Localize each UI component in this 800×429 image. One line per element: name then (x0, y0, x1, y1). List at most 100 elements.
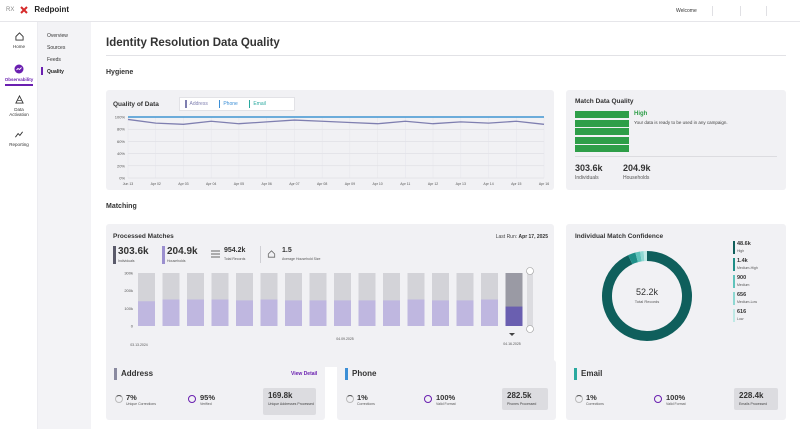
legend-value: 656 (737, 292, 747, 298)
subnav-active-indicator (41, 67, 43, 75)
legend-email[interactable]: Email (248, 100, 266, 108)
donut-center-value: 52.2k (635, 287, 659, 297)
bar-matched (187, 299, 204, 326)
email-processed-label: Emails Processed (739, 402, 768, 406)
page-title: Identity Resolution Data Quality (106, 37, 280, 49)
quality-level-bar (575, 128, 629, 135)
quality-line-chart[interactable]: 0% 20% 40% 60% 80% 100% Jun 13 Apr 02 Apr 03 Apr … (106, 90, 554, 190)
phone-processed-value: 282.5k (507, 391, 532, 400)
email-corrections-value: 1% (586, 393, 597, 402)
bar-matched (358, 300, 376, 326)
email-marker (574, 368, 577, 380)
email-corrections-label: Corrections (586, 402, 604, 406)
quality-message: Your data is ready to be used in any cam… (634, 120, 728, 125)
range-slider-handle (526, 267, 534, 275)
legend-phone[interactable]: Phone (218, 100, 238, 108)
address-marker (114, 368, 117, 380)
quality-of-data-card: Quality of Data Address Phone Email 0% 20… (106, 90, 554, 190)
top-bar: RX Redpoint Welcome (0, 0, 800, 22)
email-valid-value: 100% (666, 393, 686, 402)
kpi-total-records-label: Total Records (224, 257, 246, 261)
bar-matched (138, 301, 155, 326)
address-processed-value: 169.8k (268, 391, 293, 400)
quality-level: High (634, 111, 648, 117)
sub-nav: Overview Sources Feeds Quality (38, 22, 91, 429)
email-processed-value: 228.4k (739, 391, 764, 400)
progress-ring-icon (188, 395, 196, 403)
phone-marker (345, 368, 348, 380)
nav-home[interactable]: Home (0, 32, 38, 49)
section-matching: Matching (106, 203, 137, 210)
confidence-donut-chart[interactable] (566, 224, 786, 367)
progress-ring-icon (654, 395, 662, 403)
legend-address[interactable]: Address (185, 100, 208, 108)
subnav-feeds[interactable]: Feeds (47, 57, 61, 63)
x-tick-label: Apr 09 (345, 182, 355, 186)
nav-data-activation-label: Data Activation (9, 107, 29, 117)
nav-observability[interactable]: Observability (0, 64, 38, 82)
address-corrections-value: 7% (126, 393, 137, 402)
legend-value: 48.6k (737, 241, 751, 247)
divider (766, 6, 767, 16)
subnav-quality[interactable]: Quality (47, 69, 64, 75)
mq-individuals-value: 303.6k (575, 163, 603, 173)
match-confidence-card: Individual Match Confidence 52.2k Total … (566, 224, 786, 367)
quality-level-bar (575, 145, 629, 152)
nav-home-label: Home (12, 44, 25, 49)
legend-address-label: Address (189, 101, 208, 107)
reporting-icon (15, 131, 23, 138)
welcome-text[interactable]: Welcome (676, 8, 697, 14)
legend-value: 900 (737, 275, 747, 281)
subnav-overview[interactable]: Overview (47, 33, 68, 39)
main-content: Identity Resolution Data Quality Hygiene… (91, 22, 800, 429)
nav-data-activation[interactable]: Data Activation (0, 95, 38, 117)
quality-level-bar (575, 136, 629, 144)
y-tick-label: 0% (119, 176, 125, 181)
quality-level-bar (575, 119, 629, 127)
brand[interactable]: RX Redpoint (6, 5, 69, 14)
y-tick-label: 80% (117, 127, 125, 132)
legend-email-label: Email (253, 101, 266, 107)
data-activation-icon (14, 95, 24, 104)
divider (740, 6, 741, 16)
nav-reporting[interactable]: Reporting (0, 130, 38, 147)
x-tick-label: Apr 04 (206, 182, 216, 186)
mq-households-label: Households (623, 175, 650, 181)
phone-corrections-value: 1% (357, 393, 368, 402)
quality-level-bars (575, 111, 629, 152)
section-hygiene: Hygiene (106, 69, 134, 76)
divider (712, 6, 713, 16)
progress-ring-icon (424, 395, 432, 403)
view-detail-link[interactable]: View Detail (291, 371, 318, 377)
progress-ring-icon (346, 395, 354, 403)
x-tick-label: Apr 05 (234, 182, 244, 186)
legend-label: High (737, 249, 745, 253)
legend-label: Medium (737, 283, 750, 287)
y-tick-label: 100k (124, 306, 133, 311)
kpi-households-value: 204.9k (167, 246, 198, 257)
chart-legend: Address Phone Email (179, 97, 295, 111)
email-title: Email (581, 369, 603, 378)
phone-valid-value: 100% (436, 393, 456, 402)
nav-observability-label: Observability (4, 77, 34, 82)
confidence-title: Individual Match Confidence (575, 233, 664, 240)
y-tick-label: 40% (117, 151, 125, 156)
subnav-sources[interactable]: Sources (47, 45, 66, 51)
x-tick-label: Apr 14 (483, 182, 493, 186)
x-tick-label: Apr 11 (400, 182, 410, 186)
bar-matched (432, 300, 449, 326)
y-tick-label: 200k (124, 288, 133, 293)
bar-matched (236, 300, 253, 326)
y-tick-label: 60% (117, 139, 125, 144)
bar-matched (505, 306, 523, 326)
x-tick-label: Apr 10 (372, 182, 382, 186)
kpi-households-label: Households (167, 259, 186, 263)
x-tick-label: Apr 08 (317, 182, 327, 186)
nav-reporting-label: Reporting (9, 142, 29, 147)
processed-bar-chart[interactable]: 0 100k 200k 300k (106, 224, 554, 367)
last-run-label: Last Run: (495, 234, 518, 240)
bar-matched (260, 299, 278, 326)
legend-label: Medium-High (737, 266, 758, 270)
x-tick-label: Apr 06 (262, 182, 272, 186)
phone-processed-label: Phones Processed (507, 402, 537, 406)
